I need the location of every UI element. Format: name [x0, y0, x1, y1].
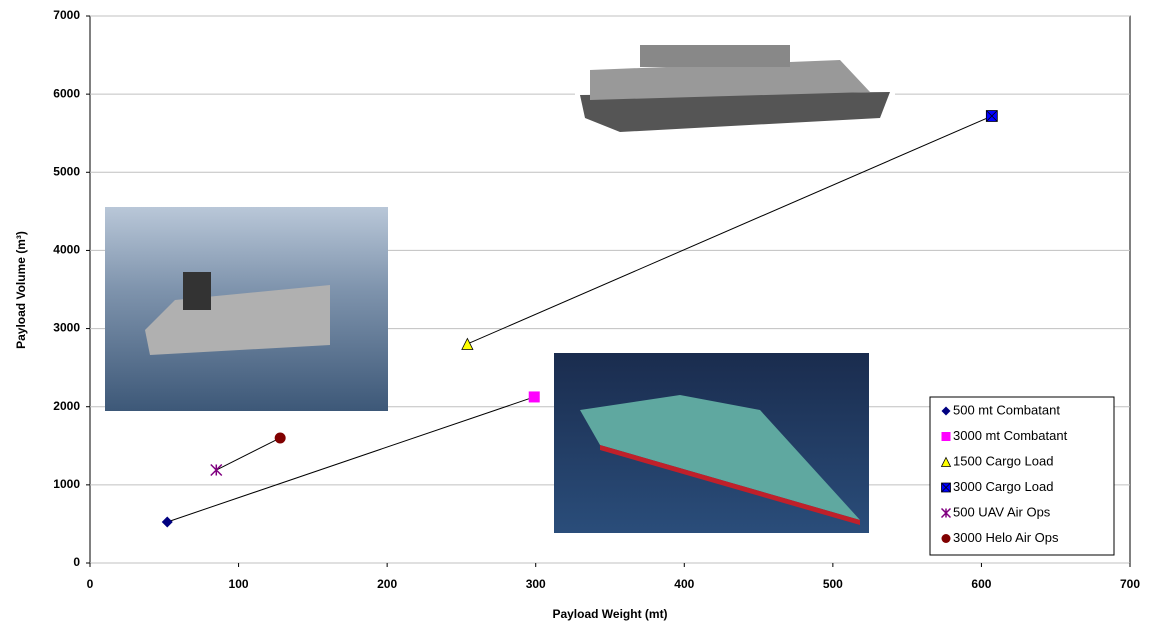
y-tick-label: 3000: [53, 321, 80, 335]
x-tick-label: 0: [87, 577, 94, 591]
ship-image: [105, 207, 388, 411]
connector-line: [216, 437, 281, 471]
y-tick-label: 7000: [53, 8, 80, 22]
x-tick-label: 200: [377, 577, 397, 591]
marker: [985, 110, 998, 122]
y-tick-label: 0: [73, 555, 80, 569]
legend-label: 1500 Cargo Load: [953, 453, 1053, 468]
legend: [929, 396, 1115, 556]
x-tick-label: 500: [823, 577, 843, 591]
marker: [941, 534, 951, 543]
y-tick-label: 2000: [53, 399, 80, 413]
marker: [941, 432, 951, 441]
marker: [274, 432, 286, 444]
marker: [461, 337, 474, 350]
y-tick-label: 6000: [53, 86, 80, 100]
legend-label: 3000 Cargo Load: [953, 479, 1053, 494]
marker: [528, 391, 540, 403]
legend-label: 500 mt Combatant: [953, 402, 1060, 417]
legend-label: 3000 mt Combatant: [953, 428, 1068, 443]
y-tick-label: 5000: [53, 164, 80, 178]
ship-image: [575, 30, 895, 140]
marker: [210, 463, 223, 477]
x-axis-label: Payload Weight (mt): [552, 607, 667, 621]
legend-label: 3000 Helo Air Ops: [953, 530, 1059, 545]
y-tick-label: 4000: [53, 243, 80, 257]
marker: [940, 456, 952, 467]
ship-image: [554, 353, 869, 533]
x-tick-label: 100: [229, 577, 249, 591]
connector-line: [467, 115, 993, 345]
marker: [940, 507, 952, 519]
x-tick-label: 700: [1120, 577, 1140, 591]
y-axis-label: Payload Volume (m³): [14, 231, 28, 349]
marker: [941, 482, 951, 493]
y-tick-label: 1000: [53, 477, 80, 491]
connector-line: [167, 396, 535, 523]
x-tick-label: 400: [674, 577, 694, 591]
legend-label: 500 UAV Air Ops: [953, 504, 1051, 519]
marker: [161, 516, 173, 528]
marker: [941, 406, 951, 416]
x-tick-label: 300: [526, 577, 546, 591]
x-tick-label: 600: [971, 577, 991, 591]
